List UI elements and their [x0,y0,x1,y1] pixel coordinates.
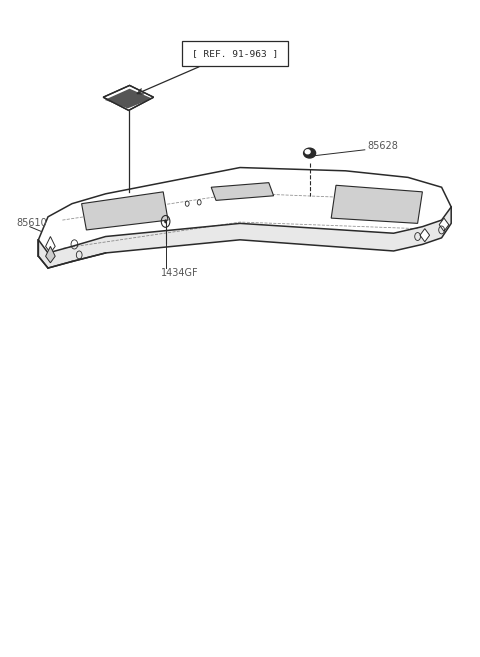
Ellipse shape [304,148,316,158]
Polygon shape [331,185,422,223]
Polygon shape [82,192,168,230]
Polygon shape [439,218,449,231]
Text: 1434GF: 1434GF [161,267,198,278]
Polygon shape [38,168,451,253]
Text: 85628: 85628 [367,141,398,151]
Polygon shape [46,246,55,263]
Polygon shape [105,89,152,108]
Polygon shape [38,207,451,268]
Polygon shape [211,183,274,200]
Polygon shape [46,237,55,253]
Text: 85610: 85610 [17,218,48,229]
Polygon shape [103,85,154,110]
Bar [182,41,288,66]
Ellipse shape [305,150,310,154]
Circle shape [164,219,167,223]
Text: [ REF. 91-963 ]: [ REF. 91-963 ] [192,49,278,58]
Polygon shape [420,229,430,242]
